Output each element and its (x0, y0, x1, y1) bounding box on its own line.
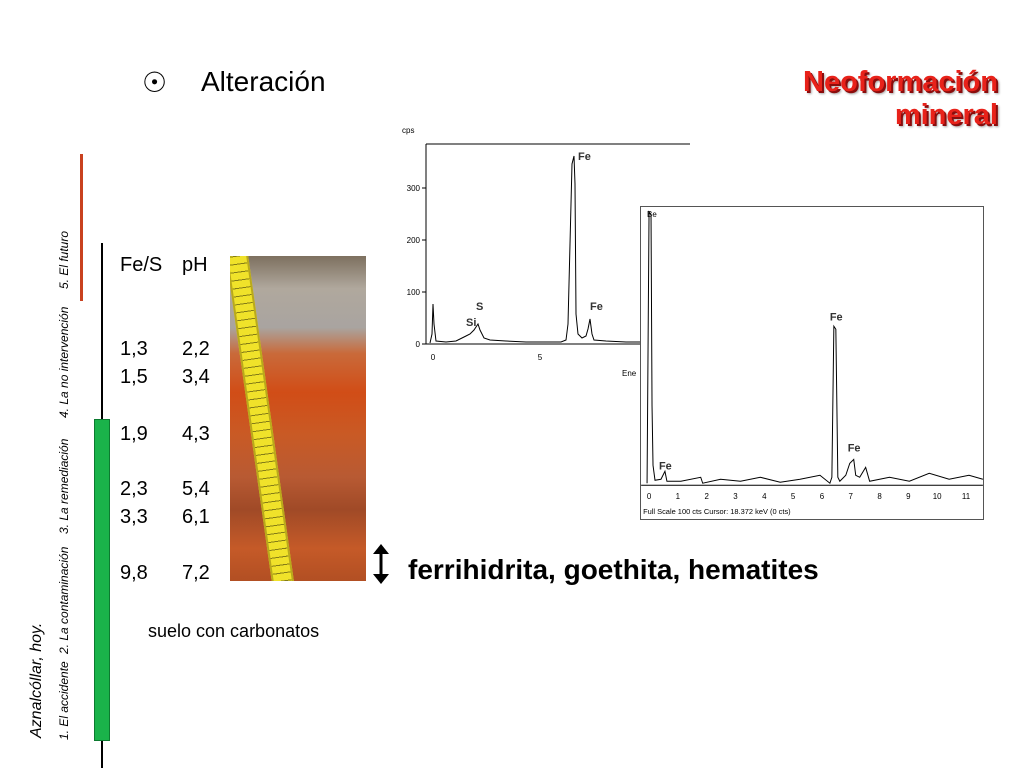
spectrum1-x-label: Ene (622, 369, 637, 378)
soil-profile-photo (230, 256, 366, 581)
fes-header: Fe/S (120, 254, 163, 276)
spectrum2-x-tick: 4 (762, 492, 767, 501)
peak-label-fe: Fe (848, 442, 861, 454)
nav-item-remediacion[interactable]: 3. La remediación (57, 438, 71, 534)
spectrum1-y-tick: 300 (407, 184, 421, 193)
fes-value: 1,9 (120, 423, 148, 445)
bullet-icon: ☉ (142, 67, 168, 98)
spectrum1-y-tick: 0 (416, 340, 421, 349)
nav-item-contaminacion[interactable]: 2. La contaminación (57, 546, 71, 654)
peak-label-fe: Fe (590, 301, 603, 313)
peak-label-fe: Fe (578, 151, 591, 163)
peak-label-si: Si (466, 317, 476, 329)
neo-title-line1: Neoformación (803, 66, 998, 98)
spectrum1-y-tick: 200 (407, 236, 421, 245)
spectrum2-x-tick: 10 (933, 492, 942, 501)
peak-label-s: S (476, 301, 483, 313)
spectrum2-x-tick: 3 (733, 492, 738, 501)
location-caption: Aznalcóllar, hoy. (28, 622, 45, 738)
spectrum1-y-unit: cps (402, 126, 414, 135)
section-nav: 1. El accidente 2. La contaminación 3. L… (57, 231, 71, 740)
neoformation-title: Neoformación mineral (803, 66, 998, 132)
spectrum2-footer: Full Scale 100 cts Cursor: 18.372 keV (0… (643, 507, 791, 516)
spectrum1-x-tick: 5 (538, 353, 543, 362)
double-arrow-icon (373, 544, 389, 584)
fes-value: 1,5 (120, 366, 148, 388)
spectrum2-x-tick: 1 (676, 492, 681, 501)
peak-label-fe: Fe (830, 311, 843, 323)
spectrum1-x-tick: 0 (431, 353, 436, 362)
fes-value: 2,3 (120, 478, 148, 500)
xrd-spectrum-2: Be Fe Fe Fe 0 1 2 3 4 5 6 7 8 9 10 11 Fu… (640, 206, 984, 520)
neo-title-line2: mineral (894, 99, 998, 131)
spectrum1-y-tick: 100 (407, 288, 421, 297)
spectrum2-x-tick: 7 (849, 492, 854, 501)
ph-header: pH (182, 254, 208, 276)
timeline-green-bar (94, 419, 110, 741)
ph-value: 3,4 (182, 366, 210, 388)
spectrum2-x-tick: 11 (962, 492, 971, 501)
spectrum2-x-tick: 6 (820, 492, 825, 501)
measuring-tape (230, 256, 297, 581)
fes-value: 1,3 (120, 338, 148, 360)
ph-value: 2,2 (182, 338, 210, 360)
spectrum2-top-label: Be (647, 210, 657, 219)
ph-value: 6,1 (182, 506, 210, 528)
ph-value: 7,2 (182, 562, 210, 584)
peak-label-fe: Fe (659, 460, 672, 472)
timeline-red-marker (80, 154, 83, 301)
spectrum2-x-tick: 0 (647, 492, 652, 501)
nav-item-no-intervencion[interactable]: 4. La no intervención (57, 306, 71, 418)
nav-item-futuro[interactable]: 5. El futuro (57, 230, 71, 289)
minerals-label: ferrihidrita, goethita, hematites (408, 554, 819, 585)
ph-value: 4,3 (182, 423, 210, 445)
fes-value: 9,8 (120, 562, 148, 584)
nav-item-accidente[interactable]: 1. El accidente (57, 661, 71, 740)
spectrum2-x-tick: 8 (877, 492, 882, 501)
fes-value: 3,3 (120, 506, 148, 528)
section-title: Alteración (201, 66, 326, 97)
spectrum2-x-tick: 9 (906, 492, 911, 501)
spectrum2-x-tick: 2 (704, 492, 709, 501)
soil-footnote: suelo con carbonatos (148, 621, 320, 641)
spectrum2-x-tick: 5 (791, 492, 796, 501)
ph-value: 5,4 (182, 478, 210, 500)
